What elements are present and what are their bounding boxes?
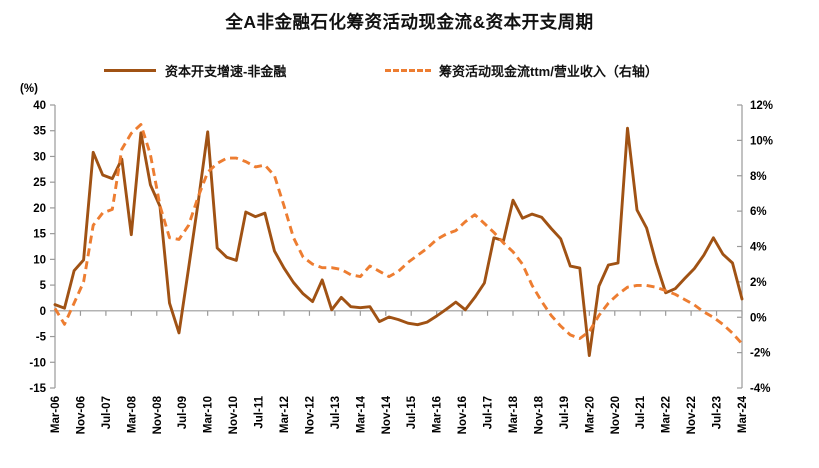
x-axis-tick-label: Jul-11 — [254, 395, 266, 428]
x-axis-tick-label: Nov-16 — [457, 396, 469, 434]
left-axis-tick-label: 30 — [33, 151, 46, 163]
series-line-capex-solid — [53, 126, 744, 358]
right-axis-tick-label: 10% — [750, 135, 773, 147]
left-axis-tick-label: 15 — [33, 229, 46, 241]
x-axis-tick-label: Nov-14 — [381, 395, 393, 434]
right-axis-tick-label: -4% — [750, 383, 770, 395]
x-axis-tick-label: Mar-16 — [432, 396, 444, 433]
left-axis-tick-label: 10 — [33, 254, 46, 266]
legend-label-financing: 筹资活动现金流ttm/营业收入（右轴） — [439, 63, 658, 79]
x-axis-tick-label: Jul-13 — [330, 396, 342, 429]
legend: 资本开支增速-非金融 筹资活动现金流ttm/营业收入（右轴） — [0, 61, 819, 79]
x-axis-tick-label: Nov-08 — [152, 395, 164, 434]
x-axis-tick-label: Mar-12 — [279, 396, 291, 433]
x-axis-tick-label: Nov-20 — [610, 396, 622, 434]
x-axis-tick-label: Jul-23 — [712, 396, 724, 429]
x-axis-tick-label: Nov-12 — [304, 396, 316, 434]
chart-title: 全A非金融石化筹资活动现金流&资本开支周期 — [225, 12, 594, 32]
x-axis-tick-label: Nov-06 — [75, 396, 87, 434]
right-axis-tick-label: 0% — [750, 312, 767, 324]
legend-item-financing: 筹资活动现金流ttm/营业收入（右轴） — [385, 61, 658, 79]
dashed-line-swatch-icon — [385, 68, 431, 72]
x-axis-tick-label: Mar-22 — [661, 396, 673, 433]
left-axis-tick-label: -5 — [36, 332, 47, 344]
x-axis-tick-label: Mar-14 — [355, 395, 367, 433]
x-axis-tick-label: Nov-10 — [228, 396, 240, 434]
x-axis-tick-label: Jul-17 — [483, 396, 495, 429]
x-axis-tick-label: Mar-06 — [50, 396, 62, 433]
left-axis-tick-label: 35 — [33, 126, 46, 138]
right-axis-tick-label: -2% — [750, 348, 770, 360]
left-axis-tick-label: 40 — [33, 100, 46, 112]
x-axis-tick-label: Jul-21 — [635, 395, 647, 429]
x-axis-tick-label: Jul-19 — [559, 396, 571, 429]
x-axis-tick-label: Mar-08 — [126, 395, 138, 433]
x-axis-tick-label: Jul-15 — [406, 395, 418, 429]
left-axis-tick-label: -10 — [29, 357, 46, 369]
left-axis-tick-label: 0 — [40, 306, 46, 318]
x-axis-tick-label: Jul-09 — [177, 396, 189, 429]
x-axis-tick-label: Mar-10 — [203, 396, 215, 433]
series-line-financing-dashed — [53, 123, 744, 345]
right-axis-tick-label: 2% — [750, 277, 767, 289]
left-axis-tick-label: -15 — [29, 383, 46, 395]
legend-label-capex: 资本开支增速-非金融 — [165, 63, 287, 79]
right-axis-tick-label: 12% — [750, 100, 773, 112]
solid-line-swatch-icon — [104, 68, 156, 72]
right-axis-tick-label: 8% — [750, 171, 767, 183]
left-axis-tick-label: 20 — [33, 203, 46, 215]
legend-item-capex: 资本开支增速-非金融 — [104, 61, 286, 79]
x-axis-tick-label: Mar-20 — [584, 396, 596, 433]
left-axis-tick-label: 25 — [33, 177, 46, 189]
right-axis-tick-label: 6% — [750, 206, 767, 218]
left-axis-tick-label: 5 — [40, 280, 47, 292]
x-axis-tick-label: Jul-07 — [101, 396, 113, 429]
left-axis-unit-label: (%) — [20, 83, 38, 95]
right-axis-tick-label: 4% — [750, 242, 767, 254]
x-axis-tick-label: Mar-18 — [508, 395, 520, 433]
x-axis-tick-label: Nov-18 — [533, 395, 545, 434]
x-axis-tick-label: Mar-24 — [737, 395, 749, 433]
x-axis-tick-label: Nov-22 — [686, 396, 698, 434]
